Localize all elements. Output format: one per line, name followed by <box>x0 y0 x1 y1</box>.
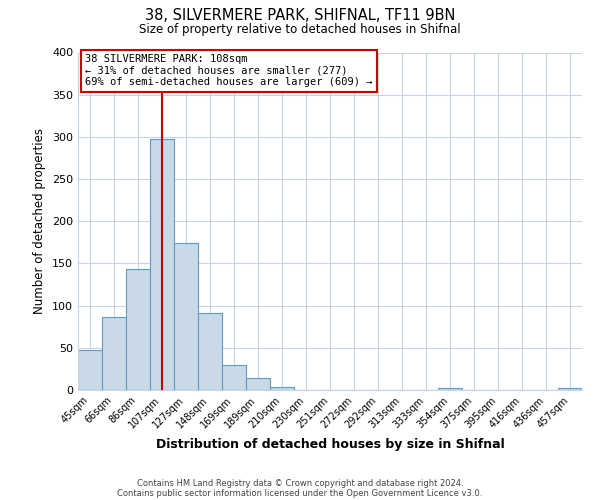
Text: Contains HM Land Registry data © Crown copyright and database right 2024.: Contains HM Land Registry data © Crown c… <box>137 478 463 488</box>
Bar <box>78 350 102 390</box>
X-axis label: Distribution of detached houses by size in Shifnal: Distribution of detached houses by size … <box>155 438 505 451</box>
Text: Contains public sector information licensed under the Open Government Licence v3: Contains public sector information licen… <box>118 488 482 498</box>
Bar <box>198 313 222 390</box>
Bar <box>222 364 246 390</box>
Y-axis label: Number of detached properties: Number of detached properties <box>34 128 46 314</box>
Text: Size of property relative to detached houses in Shifnal: Size of property relative to detached ho… <box>139 22 461 36</box>
Bar <box>558 388 582 390</box>
Bar <box>150 140 174 390</box>
Bar <box>126 268 150 390</box>
Bar <box>246 378 270 390</box>
Bar <box>102 318 126 390</box>
Text: 38 SILVERMERE PARK: 108sqm
← 31% of detached houses are smaller (277)
69% of sem: 38 SILVERMERE PARK: 108sqm ← 31% of deta… <box>85 54 373 88</box>
Text: 38, SILVERMERE PARK, SHIFNAL, TF11 9BN: 38, SILVERMERE PARK, SHIFNAL, TF11 9BN <box>145 8 455 22</box>
Bar <box>174 243 198 390</box>
Bar <box>270 386 294 390</box>
Bar <box>438 388 462 390</box>
